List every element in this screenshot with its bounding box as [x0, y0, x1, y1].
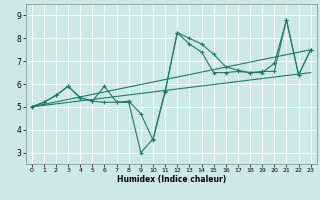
X-axis label: Humidex (Indice chaleur): Humidex (Indice chaleur) — [116, 175, 226, 184]
